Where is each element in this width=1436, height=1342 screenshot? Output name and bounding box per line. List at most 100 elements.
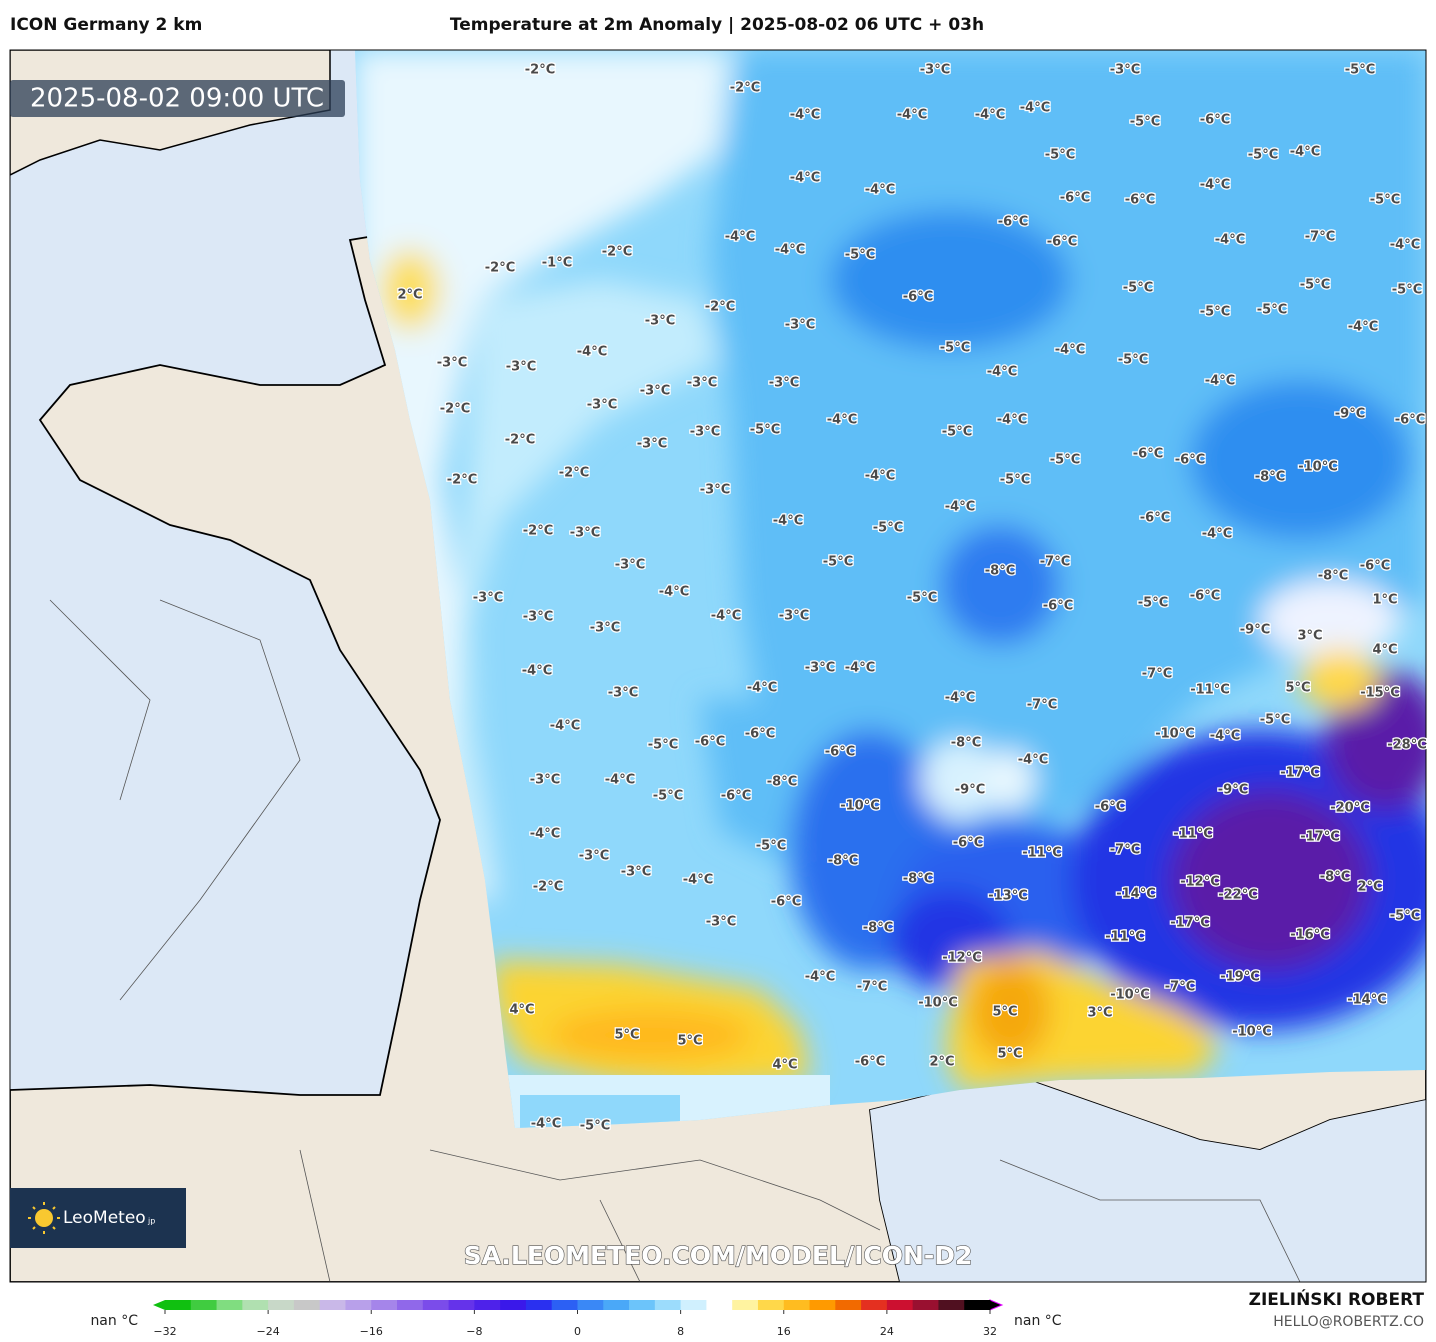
temperature-label: -7°C <box>1142 667 1172 682</box>
temperature-label: -8°C <box>863 921 893 936</box>
temperature-label: -4°C <box>725 230 755 245</box>
colorbar-tick-label: −32 <box>153 1325 176 1338</box>
valid-time: 2025-08-02 09:00 UTC <box>30 84 324 114</box>
temperature-label: -11°C <box>1022 846 1062 861</box>
temperature-label: -3°C <box>920 63 950 78</box>
temperature-label: 5°C <box>992 1005 1017 1020</box>
colorbar-tick-label: 24 <box>880 1325 894 1338</box>
temperature-label: -4°C <box>1020 101 1050 116</box>
temperature-label: -4°C <box>1290 145 1320 160</box>
temperature-label: -3°C <box>640 384 670 399</box>
temperature-label: -7°C <box>1165 980 1195 995</box>
temperature-label: -2°C <box>559 466 589 481</box>
temperature-label: -4°C <box>865 183 895 198</box>
temperature-label: -6°C <box>953 836 983 851</box>
colorbar-swatch <box>757 1300 785 1310</box>
temperature-label: -4°C <box>1215 233 1245 248</box>
temperature-label: -4°C <box>531 1117 561 1132</box>
temperature-label: -5°C <box>1390 909 1420 924</box>
temperature-label: -12°C <box>942 951 982 966</box>
temperature-label: -7°C <box>1305 230 1335 245</box>
temperature-label: -5°C <box>942 425 972 440</box>
temperature-label: -10°C <box>1155 727 1195 742</box>
temperature-label: -5°C <box>1200 305 1230 320</box>
temperature-label: -2°C <box>602 245 632 260</box>
temperature-label: -3°C <box>690 425 720 440</box>
temperature-label: -5°C <box>1000 473 1030 488</box>
colorbar-swatch <box>551 1300 578 1310</box>
temperature-label: -5°C <box>648 738 678 753</box>
sea <box>870 1070 1426 1282</box>
temperature-label: 2°C <box>397 288 422 303</box>
temperature-label: -8°C <box>1320 870 1350 885</box>
temperature-label: -5°C <box>1118 353 1148 368</box>
temperature-label: -5°C <box>1392 283 1422 298</box>
temperature-label: -15°C <box>1360 686 1400 701</box>
temperature-label: -4°C <box>605 773 635 788</box>
temperature-label: 5°C <box>997 1047 1022 1062</box>
temperature-label: -6°C <box>1095 800 1125 815</box>
colorbar-swatch <box>319 1300 346 1310</box>
temperature-label: -7°C <box>1110 843 1140 858</box>
temperature-label: -4°C <box>775 243 805 258</box>
colorbar-swatch <box>886 1300 914 1310</box>
temperature-label: -4°C <box>805 970 835 985</box>
temperature-label: -8°C <box>767 775 797 790</box>
colorbar-swatch <box>964 1300 991 1310</box>
temperature-label: -3°C <box>579 849 609 864</box>
temperature-label: 3°C <box>1297 629 1322 644</box>
temperature-label: -12°C <box>1180 875 1220 890</box>
colorbar-swatch <box>500 1300 527 1310</box>
temperature-label: -5°C <box>750 423 780 438</box>
temperature-label: 5°C <box>677 1034 702 1049</box>
temperature-label: -6°C <box>1360 559 1390 574</box>
temperature-label: -4°C <box>1205 374 1235 389</box>
temperature-label: 4°C <box>1372 643 1397 658</box>
colorbar-swatch <box>783 1300 811 1310</box>
temperature-label: -3°C <box>687 376 717 391</box>
temperature-label: -6°C <box>1175 453 1205 468</box>
temperature-label: -8°C <box>951 736 981 751</box>
temperature-label: -10°C <box>1232 1025 1272 1040</box>
temperature-label: 3°C <box>1087 1006 1112 1021</box>
temperature-label: -3°C <box>570 526 600 541</box>
temperature-label: -6°C <box>1190 589 1220 604</box>
colorbar-tick-label: 8 <box>677 1325 684 1338</box>
temperature-label: -9°C <box>955 783 985 798</box>
watermark: SA.LEOMETEO.COM/MODEL/ICON-D2 <box>464 1241 973 1270</box>
temperature-label: -4°C <box>987 365 1017 380</box>
temperature-label: -5°C <box>580 1119 610 1134</box>
temperature-label: -4°C <box>1348 320 1378 335</box>
colorbar-swatch <box>190 1300 218 1310</box>
temperature-label: -4°C <box>1055 343 1085 358</box>
temperature-label: -3°C <box>769 376 799 391</box>
temperature-label: 5°C <box>1285 681 1310 696</box>
temperature-label: -2°C <box>730 81 760 96</box>
colorbar-swatch <box>706 1300 733 1310</box>
colorbar-swatch <box>268 1300 295 1310</box>
temperature-label: -5°C <box>873 521 903 536</box>
temperature-label: -2°C <box>533 880 563 895</box>
temperature-label: -4°C <box>1200 178 1230 193</box>
temperature-label: -20°C <box>1330 801 1370 816</box>
temperature-label: -6°C <box>745 727 775 742</box>
colorbar-swatch <box>345 1300 372 1310</box>
temperature-label: -10°C <box>1110 988 1150 1003</box>
temperature-label: -3°C <box>645 314 675 329</box>
temperature-label: -17°C <box>1170 916 1210 931</box>
colorbar-swatch <box>216 1300 243 1310</box>
temperature-label: -5°C <box>1123 281 1153 296</box>
colorbar-swatch <box>242 1300 269 1310</box>
temperature-label: -5°C <box>1130 115 1160 130</box>
temperature-label: -6°C <box>998 215 1028 230</box>
temperature-label: -4°C <box>747 681 777 696</box>
temperature-label: -7°C <box>1027 698 1057 713</box>
temperature-label: -5°C <box>907 591 937 606</box>
colorbar-tick-label: −16 <box>360 1325 383 1338</box>
temperature-label: -28°C <box>1387 738 1427 753</box>
colorbar-swatch <box>629 1300 656 1310</box>
temperature-label: -5°C <box>1248 148 1278 163</box>
temperature-label: -4°C <box>530 827 560 842</box>
colorbar-swatch <box>422 1300 450 1310</box>
